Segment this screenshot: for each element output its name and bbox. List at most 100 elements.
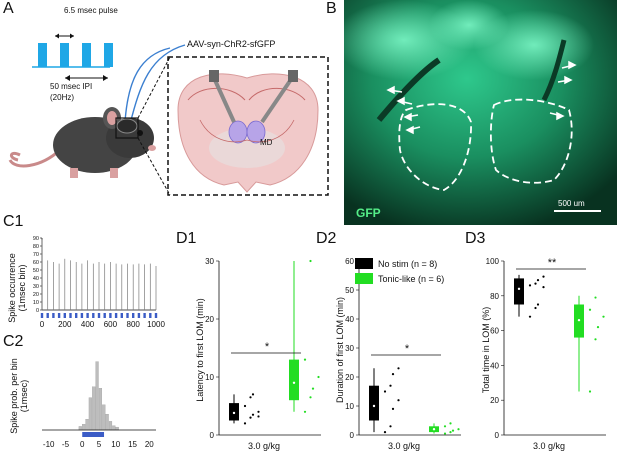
data-point <box>528 315 532 318</box>
y-tick-label: 40 <box>345 315 354 324</box>
significance-label: * <box>265 341 270 353</box>
optic-fibers <box>124 44 186 125</box>
data-point <box>257 415 260 418</box>
panel-label-c2: C2 <box>3 333 24 350</box>
data-point <box>383 431 387 434</box>
brain-inset-frame <box>167 56 329 196</box>
c1-stim-tick <box>63 313 66 318</box>
y-tick-label: 10 <box>345 402 354 411</box>
legend-swatch-no-stim <box>355 258 373 269</box>
data-point <box>542 286 545 289</box>
zoom-box <box>115 117 139 139</box>
panel-label-b: B <box>326 0 337 17</box>
data-point <box>383 390 387 393</box>
chart-d2: 0 10 20 30 40 50 60 * 3.0 g/kg <box>345 257 461 451</box>
legend-label-no-stim: No stim (n = 8) <box>378 258 438 269</box>
data-point <box>317 375 320 379</box>
data-point <box>389 425 392 428</box>
data-point <box>596 326 600 329</box>
panel-a-illustration <box>8 33 329 196</box>
c1-stim-tick <box>97 313 101 318</box>
significance-label: ** <box>548 257 557 269</box>
md-region-label: MD <box>260 138 273 147</box>
box-iqr <box>369 385 379 421</box>
c1-y-tick-label: 20 <box>33 292 39 298</box>
c2-hist-bar <box>102 404 106 431</box>
c2-x-tick-label: 20 <box>145 440 154 449</box>
data-point <box>397 399 400 402</box>
c2-x-tick-label: -5 <box>62 440 70 449</box>
y-tick-label: 30 <box>345 344 354 353</box>
box-iqr <box>289 359 299 401</box>
c1-y-tick-label: 40 <box>33 276 39 282</box>
data-point <box>389 384 392 387</box>
d2-legend: No stim (n = 8) Tonic-like (n = 6) <box>355 258 444 284</box>
legend-item-tonic: Tonic-like (n = 6) <box>355 273 444 284</box>
data-point <box>542 275 545 278</box>
significance-label: * <box>405 343 410 355</box>
data-point <box>528 284 532 287</box>
data-point <box>243 422 247 425</box>
c1-y-tick-label: 60 <box>33 260 39 266</box>
ipi-label: 50 msec IPI <box>50 82 93 91</box>
y-tick-label: 60 <box>490 327 499 336</box>
data-point <box>594 296 597 299</box>
c1-stim-tick <box>120 313 123 318</box>
virus-label: AAV-syn-ChR2-sfGFP <box>187 39 276 49</box>
box-median <box>232 411 236 415</box>
c1-stim-tick <box>86 313 89 318</box>
legend-swatch-tonic <box>355 273 373 284</box>
data-point <box>534 282 537 285</box>
c1-stim-tick <box>137 313 141 318</box>
panel-label-d2: D2 <box>316 230 337 247</box>
c1-x-tick-label: 200 <box>58 320 72 329</box>
c1-stim-tick <box>154 313 158 318</box>
data-point <box>251 393 255 396</box>
y-tick-label: 20 <box>345 373 354 382</box>
legend-label-tonic: Tonic-like (n = 6) <box>378 273 445 284</box>
gfp-micrograph <box>344 0 617 225</box>
c1-x-tick-label: 400 <box>81 320 95 329</box>
panel-label-a: A <box>3 0 14 17</box>
c1-stim-tick <box>52 313 55 318</box>
c1-stim-tick <box>149 313 152 318</box>
c1-stim-tick <box>75 313 78 318</box>
c1-stim-tick <box>143 313 146 318</box>
pulse-width-arrow <box>55 33 74 39</box>
c1-stim-tick <box>114 313 118 318</box>
c1-y-tick-label: 80 <box>33 244 39 250</box>
c1-y-tick-label: 70 <box>33 252 39 258</box>
data-point <box>303 358 307 361</box>
data-point <box>588 308 592 311</box>
box-median <box>292 381 296 384</box>
c2-pulse-bar <box>82 432 105 437</box>
x-axis-label: 3.0 g/kg <box>248 441 280 451</box>
y-tick-label: 50 <box>345 286 354 295</box>
panel-label-d1: D1 <box>176 230 197 247</box>
data-point <box>534 306 537 310</box>
data-point <box>588 390 592 393</box>
c1-ylabel: Spike occurrence (1msec bin) <box>7 253 27 323</box>
x-axis-label: 3.0 g/kg <box>388 441 420 451</box>
box-median <box>372 404 376 408</box>
c1-y-tick-label: 30 <box>33 284 39 290</box>
data-point <box>536 279 540 282</box>
x-axis-label: 3.0 g/kg <box>533 441 565 451</box>
legend-item-no-stim: No stim (n = 8) <box>355 258 444 269</box>
y-tick-label: 0 <box>495 431 500 440</box>
data-point <box>391 407 395 410</box>
c1-x-tick-label: 800 <box>127 320 141 329</box>
data-point <box>309 396 312 399</box>
y-tick-label: 10 <box>205 373 214 382</box>
c1-stim-tick <box>80 313 84 318</box>
c2-hist-bar <box>88 397 92 431</box>
data-point <box>602 315 605 318</box>
box-median <box>517 287 521 291</box>
c1-stim-tick <box>109 313 112 318</box>
c1-y-tick-label: 0 <box>36 308 39 314</box>
data-point <box>536 303 540 306</box>
c1-stim-tick <box>40 313 44 318</box>
chart-d1: 0 10 20 30 * 3.0 g/kg <box>205 257 321 451</box>
panel-label-c1: C1 <box>3 213 24 230</box>
